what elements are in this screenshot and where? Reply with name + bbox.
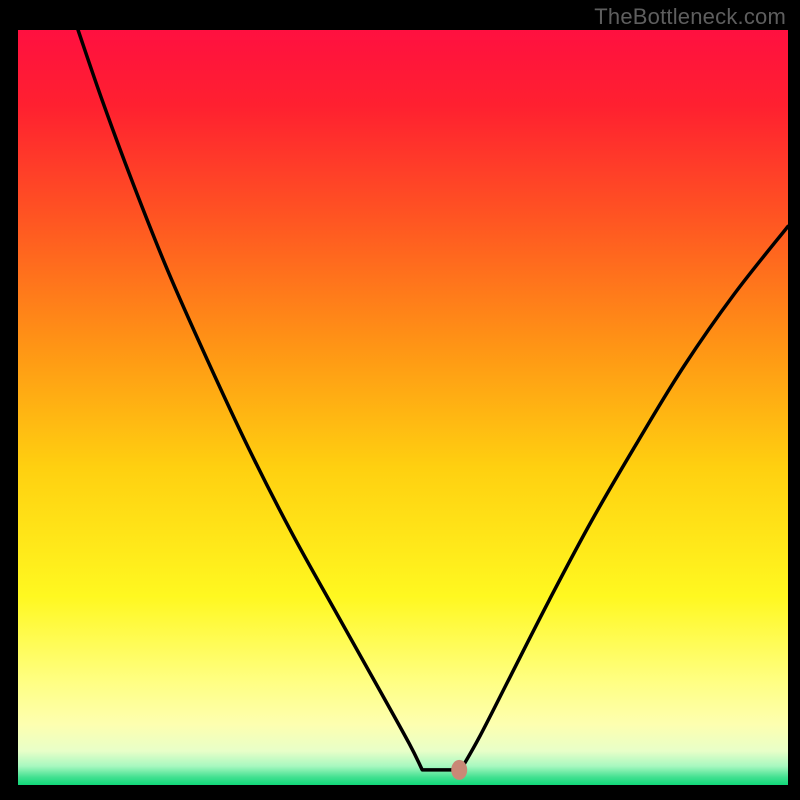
- optimum-marker: [451, 760, 467, 780]
- watermark-text: TheBottleneck.com: [594, 4, 786, 30]
- frame-right: [788, 0, 800, 800]
- curve-path: [78, 30, 788, 770]
- chart-container: TheBottleneck.com: [0, 0, 800, 800]
- frame-left: [0, 0, 18, 800]
- frame-bottom: [0, 785, 800, 800]
- bottleneck-curve: [18, 30, 788, 785]
